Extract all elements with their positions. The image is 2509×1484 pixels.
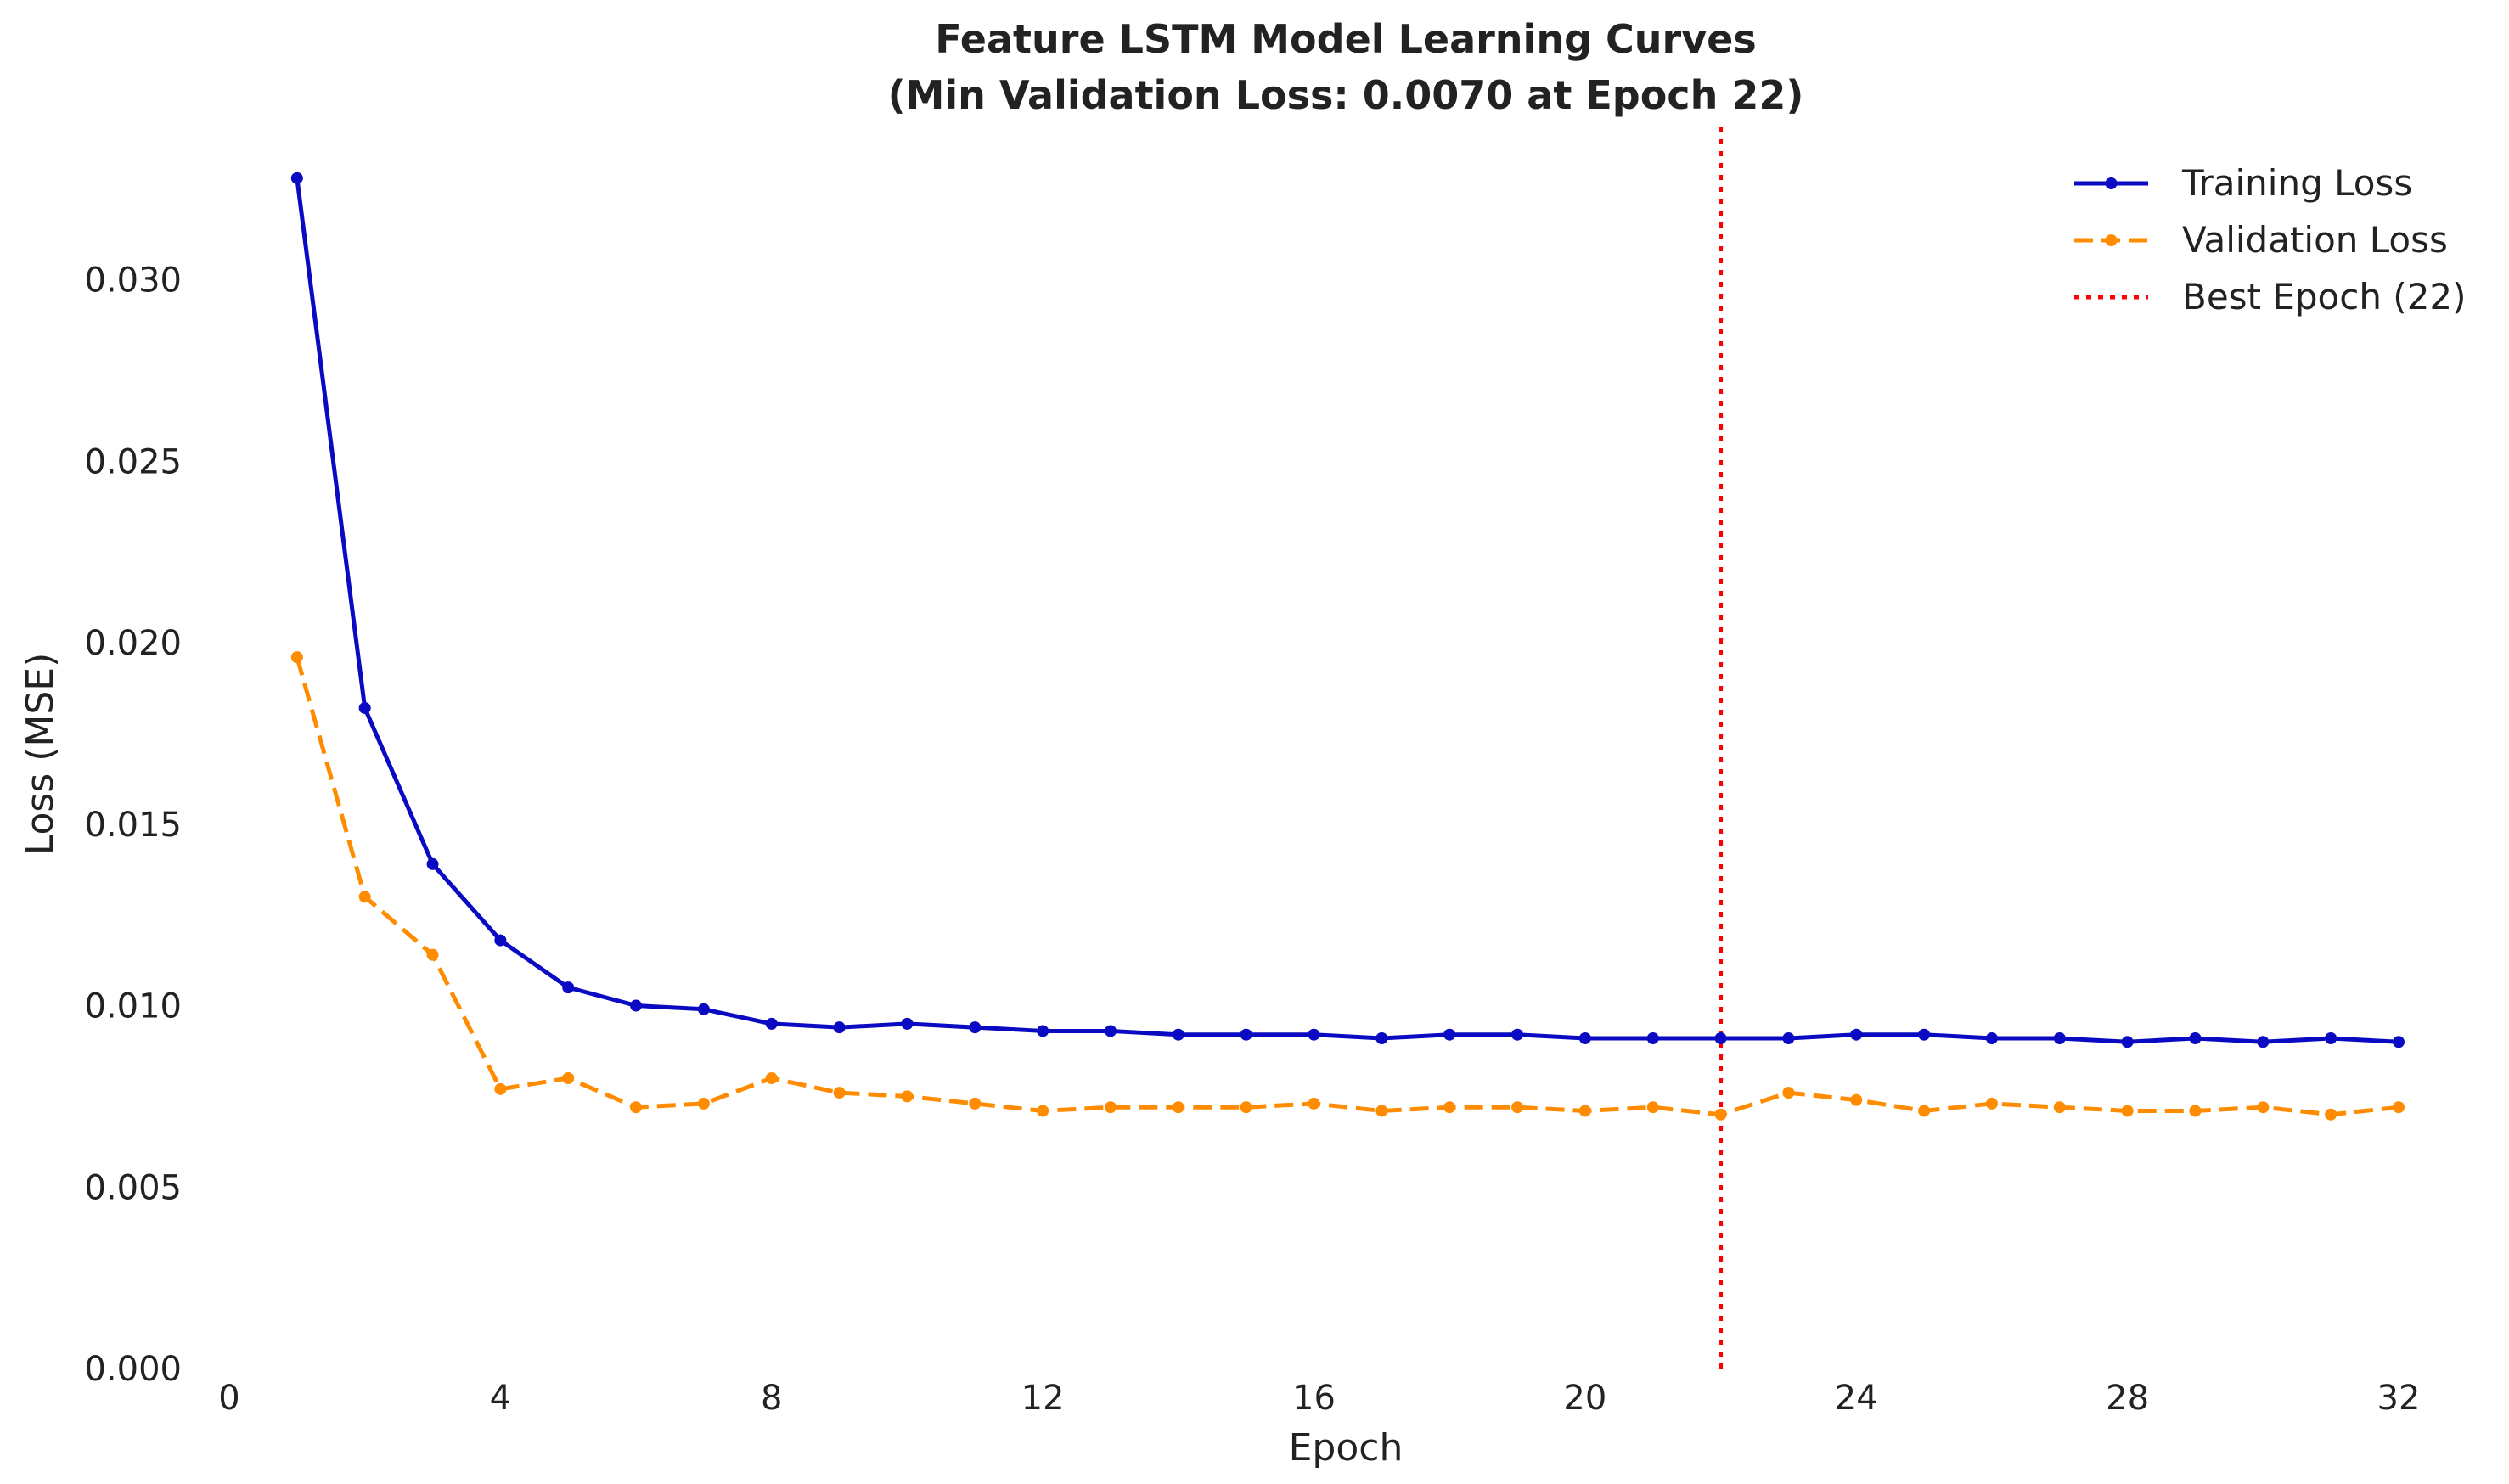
validation-loss-point xyxy=(290,651,303,664)
validation-loss-point xyxy=(494,1082,507,1095)
validation-loss-point xyxy=(1240,1101,1252,1114)
validation-loss-point xyxy=(765,1072,778,1085)
training-loss-point xyxy=(1850,1028,1863,1041)
training-loss-point xyxy=(969,1021,982,1034)
training-loss-point xyxy=(2053,1031,2066,1044)
training-loss-point xyxy=(2393,1036,2405,1048)
training-loss-point xyxy=(1375,1031,1388,1044)
legend: Training Loss Validation Loss Best Epoch (… xyxy=(2074,162,2467,318)
validation-loss-point xyxy=(1646,1101,1659,1114)
training-loss-point xyxy=(1443,1028,1456,1041)
validation-loss-point xyxy=(1714,1108,1727,1121)
chart-subtitle: (Min Validation Loss: 0.0070 at Epoch 22… xyxy=(888,72,1804,118)
training-loss-point xyxy=(290,171,303,184)
training-loss-point xyxy=(697,1003,710,1015)
training-loss-point xyxy=(1104,1025,1117,1037)
validation-loss-point xyxy=(1511,1101,1524,1114)
series-lines xyxy=(295,177,2399,1117)
validation-loss-point xyxy=(1308,1097,1320,1110)
training-loss-point xyxy=(426,857,439,870)
legend-marker-validation-loss xyxy=(2105,234,2118,246)
chart-title: Feature LSTM Model Learning Curves xyxy=(935,16,1757,62)
training-loss-point xyxy=(2189,1031,2202,1044)
training-loss-point xyxy=(630,999,643,1012)
x-tick-label: 16 xyxy=(1292,1379,1336,1418)
series-points xyxy=(290,171,2405,1121)
x-axis-label: Epoch xyxy=(1289,1426,1404,1470)
validation-loss-point xyxy=(562,1072,575,1085)
training-loss-point xyxy=(358,701,371,714)
training-loss-point xyxy=(1985,1031,1998,1044)
validation-loss-point xyxy=(1578,1105,1591,1117)
x-tick-label: 12 xyxy=(1021,1379,1065,1418)
training-loss-point xyxy=(2325,1031,2337,1044)
validation-loss-point xyxy=(2257,1101,2270,1114)
training-loss-point xyxy=(1037,1025,1049,1037)
training-loss-point xyxy=(494,934,507,947)
x-tick-labels: 0 4 8 12 16 20 24 28 32 xyxy=(218,1379,2420,1418)
training-loss-point xyxy=(1646,1031,1659,1044)
legend-label-training-loss: Training Loss xyxy=(2181,162,2412,204)
validation-loss-point xyxy=(2189,1105,2202,1117)
training-loss-point xyxy=(1918,1028,1931,1041)
x-tick-label: 4 xyxy=(490,1379,511,1418)
training-loss-point xyxy=(1511,1028,1524,1041)
training-loss-point xyxy=(562,981,575,994)
training-loss-point xyxy=(1172,1028,1184,1041)
training-loss-line xyxy=(295,177,2399,1044)
training-loss-point xyxy=(1714,1031,1727,1044)
x-tick-label: 32 xyxy=(2377,1379,2421,1418)
y-tick-label: 0.030 xyxy=(84,261,182,301)
x-tick-label: 0 xyxy=(218,1379,239,1418)
x-tick-label: 8 xyxy=(761,1379,782,1418)
training-loss-point xyxy=(1578,1031,1591,1044)
y-axis-label: Loss (MSE) xyxy=(19,653,62,856)
legend-label-best-epoch-22-: Best Epoch (22) xyxy=(2182,276,2467,318)
validation-loss-point xyxy=(2053,1101,2066,1114)
validation-loss-point xyxy=(1104,1101,1117,1114)
validation-loss-point xyxy=(358,891,371,903)
validation-loss-point xyxy=(1172,1101,1184,1114)
legend-label-validation-loss: Validation Loss xyxy=(2182,219,2448,261)
y-tick-label: 0.025 xyxy=(84,442,182,481)
validation-loss-point xyxy=(1782,1087,1795,1099)
validation-loss-point xyxy=(833,1087,846,1099)
validation-loss-point xyxy=(630,1101,643,1114)
validation-loss-point xyxy=(1850,1093,1863,1106)
y-tick-label: 0.015 xyxy=(84,806,182,845)
validation-loss-point xyxy=(969,1097,982,1110)
validation-loss-point xyxy=(1918,1105,1931,1117)
x-tick-label: 28 xyxy=(2106,1379,2149,1418)
y-tick-labels: 0.000 0.005 0.010 0.015 0.020 0.025 0.030 xyxy=(84,261,182,1389)
validation-loss-point xyxy=(1985,1097,1998,1110)
validation-loss-point xyxy=(697,1097,710,1110)
training-loss-point xyxy=(1308,1028,1320,1041)
validation-loss-point xyxy=(426,948,439,961)
y-tick-label: 0.020 xyxy=(84,624,182,663)
y-tick-label: 0.005 xyxy=(84,1168,182,1207)
validation-loss-point xyxy=(1037,1105,1049,1117)
training-loss-point xyxy=(2121,1036,2134,1048)
validation-loss-point xyxy=(1375,1105,1388,1117)
validation-loss-point xyxy=(2325,1108,2337,1121)
x-tick-label: 24 xyxy=(1835,1379,1878,1418)
training-loss-point xyxy=(1782,1031,1795,1044)
training-loss-point xyxy=(901,1017,914,1030)
validation-loss-line xyxy=(295,656,2399,1117)
validation-loss-point xyxy=(1443,1101,1456,1114)
legend-marker-training-loss xyxy=(2105,177,2118,189)
validation-loss-point xyxy=(901,1090,914,1103)
validation-loss-point xyxy=(2393,1101,2405,1114)
training-loss-point xyxy=(765,1017,778,1030)
training-loss-point xyxy=(1240,1028,1252,1041)
y-tick-label: 0.000 xyxy=(84,1350,182,1389)
training-loss-point xyxy=(2257,1036,2270,1048)
training-loss-point xyxy=(833,1021,846,1034)
y-tick-label: 0.010 xyxy=(84,987,182,1026)
x-tick-label: 20 xyxy=(1563,1379,1606,1418)
validation-loss-point xyxy=(2121,1105,2134,1117)
